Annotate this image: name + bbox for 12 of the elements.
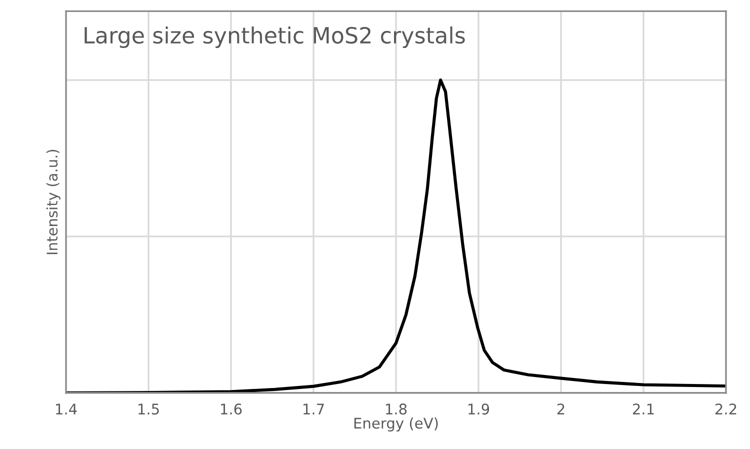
y-axis-title: Intensity (a.u.) [46, 150, 60, 254]
x-tick-label: 2.2 [715, 404, 736, 414]
x-tick-label: 1.4 [56, 404, 77, 414]
x-axis-title: Energy (eV) [354, 417, 438, 432]
x-tick-label: 1.9 [468, 404, 490, 415]
x-tick-label: 1.8 [386, 404, 407, 415]
x-tick-label: 1.6 [221, 404, 242, 415]
chart-title: Large size synthetic MoS2 crystals [84, 26, 465, 48]
x-tick-label: 2.1 [632, 404, 654, 414]
x-tick-label: 2 [557, 404, 564, 414]
x-tick-label: 1.5 [138, 404, 159, 415]
x-tick-label: 1.7 [304, 404, 324, 414]
